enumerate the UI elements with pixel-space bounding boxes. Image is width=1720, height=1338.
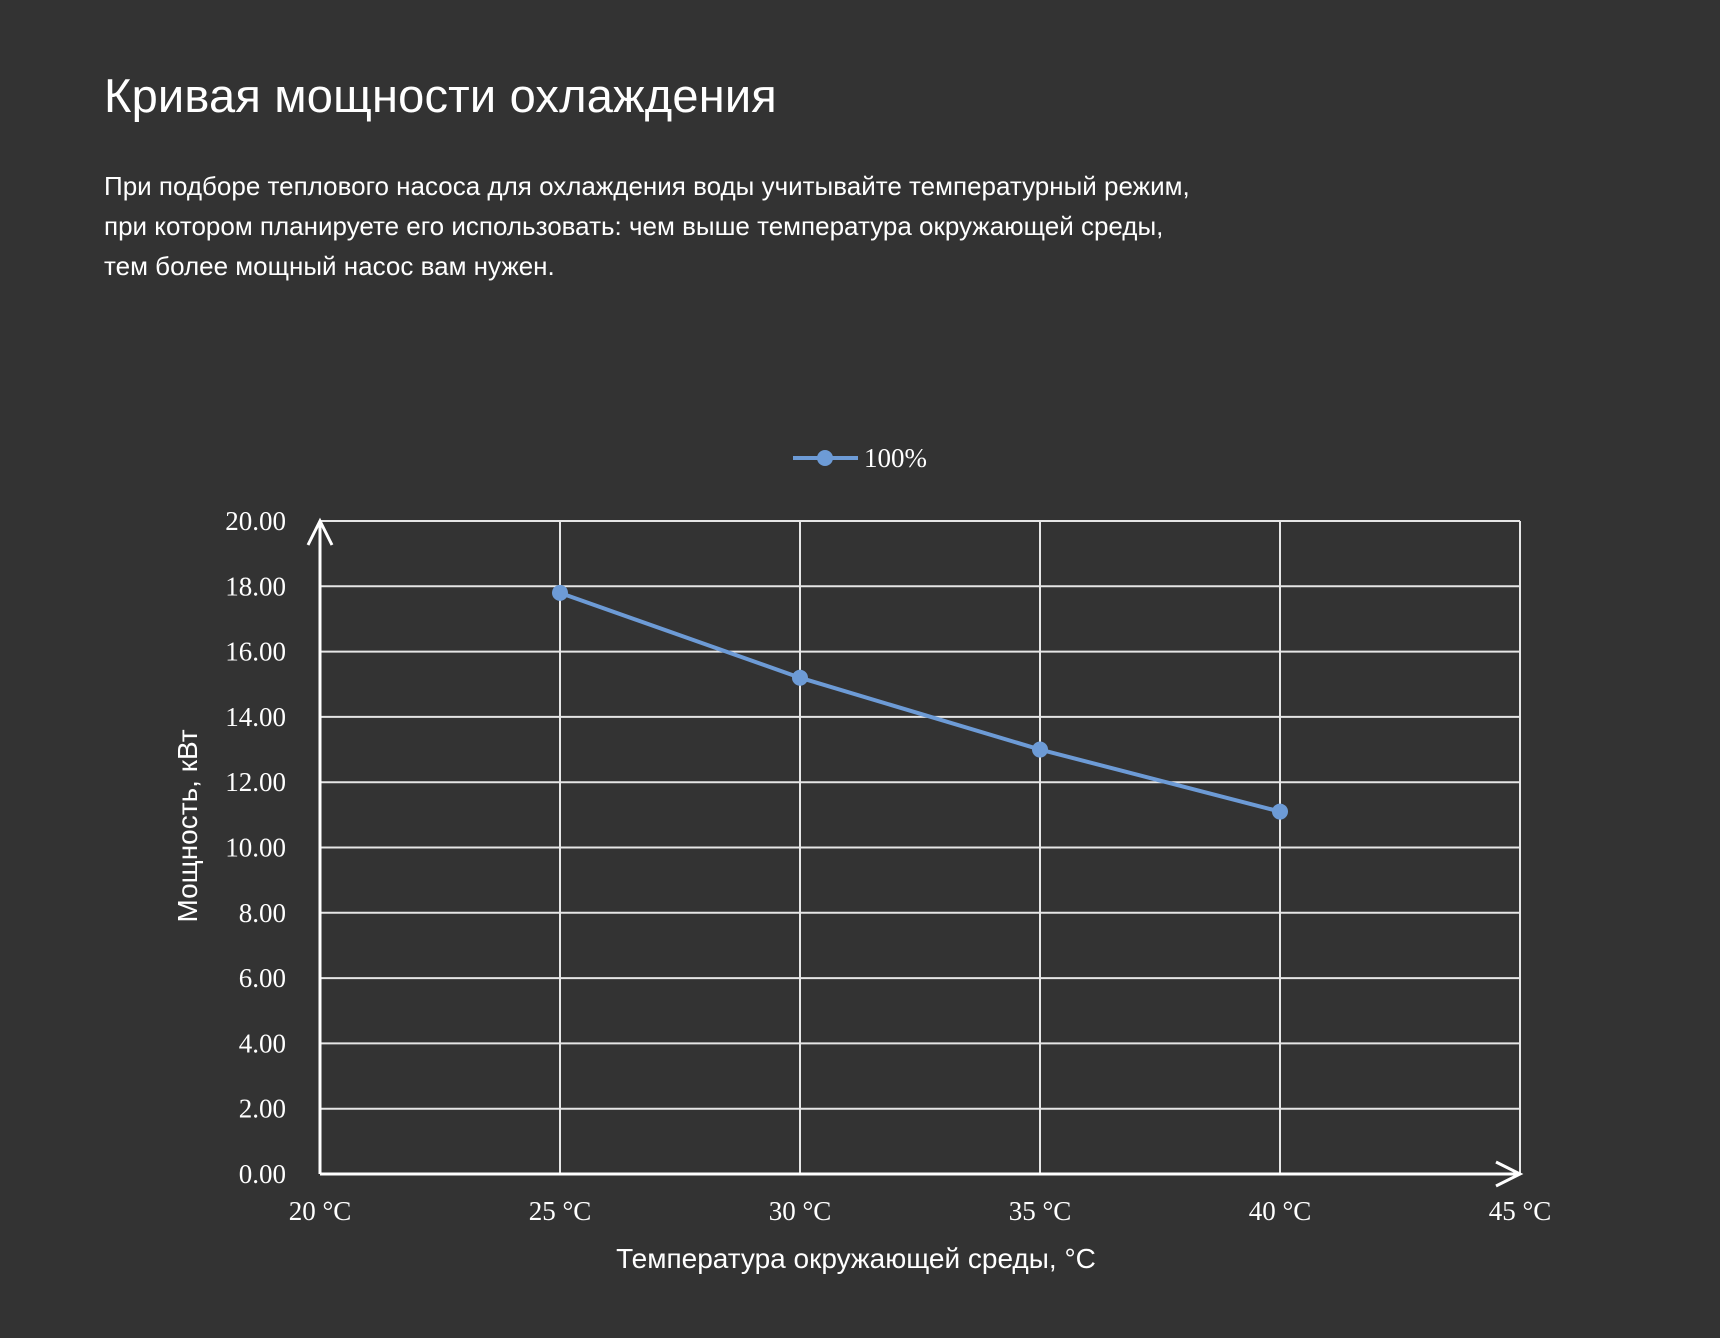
x-tick-label: 40 °C (1249, 1196, 1312, 1226)
intro-line-2: при котором планируете его использовать:… (104, 211, 1164, 241)
x-tick-labels: 20 °C 25 °C 30 °C 35 °C 40 °C 45 °C (289, 1196, 1552, 1226)
y-tick-label: 16.00 (225, 637, 286, 667)
intro-line-1: При подборе теплового насоса для охлажде… (104, 171, 1190, 201)
x-tick-label: 25 °C (529, 1196, 592, 1226)
x-tick-label: 20 °C (289, 1196, 352, 1226)
data-point (792, 669, 808, 686)
y-tick-label: 4.00 (239, 1028, 286, 1058)
y-tick-label: 10.00 (225, 833, 286, 863)
intro-line-3: тем более мощный насос вам нужен. (104, 251, 555, 281)
y-tick-labels: 0.00 2.00 4.00 6.00 8.00 10.00 12.00 14.00 16.00… (225, 506, 286, 1189)
chart-grid (320, 520, 1521, 1174)
y-tick-label: 0.00 (239, 1159, 286, 1189)
data-point (552, 584, 568, 601)
x-axis-arrow (1495, 1160, 1524, 1188)
page-title: Кривая мощности охлаждения (104, 69, 777, 122)
y-tick-label: 8.00 (239, 898, 286, 928)
y-tick-label: 6.00 (239, 963, 286, 993)
y-tick-label: 12.00 (225, 767, 286, 797)
chart-legend: 100% (793, 443, 927, 473)
y-tick-label: 14.00 (225, 702, 286, 732)
chart-series (552, 584, 1288, 820)
intro-paragraph: При подборе теплового насоса для охлажде… (104, 166, 1404, 286)
y-tick-label: 20.00 (225, 506, 286, 536)
data-point (1032, 741, 1048, 758)
y-axis-arrow (306, 517, 334, 546)
y-axis-title: Мощность, кВт (172, 729, 203, 922)
x-tick-label: 45 °C (1489, 1196, 1552, 1226)
series-line (559, 590, 1281, 814)
y-tick-label: 2.00 (239, 1094, 286, 1124)
legend-marker (817, 450, 833, 466)
x-tick-label: 35 °C (1009, 1196, 1072, 1226)
chart-axes (306, 517, 1524, 1188)
x-tick-label: 30 °C (769, 1196, 832, 1226)
y-tick-label: 18.00 (225, 571, 286, 601)
x-axis-title: Температура окружающей среды, °C (616, 1243, 1096, 1274)
legend-label: 100% (864, 443, 927, 473)
data-point (1272, 803, 1288, 820)
